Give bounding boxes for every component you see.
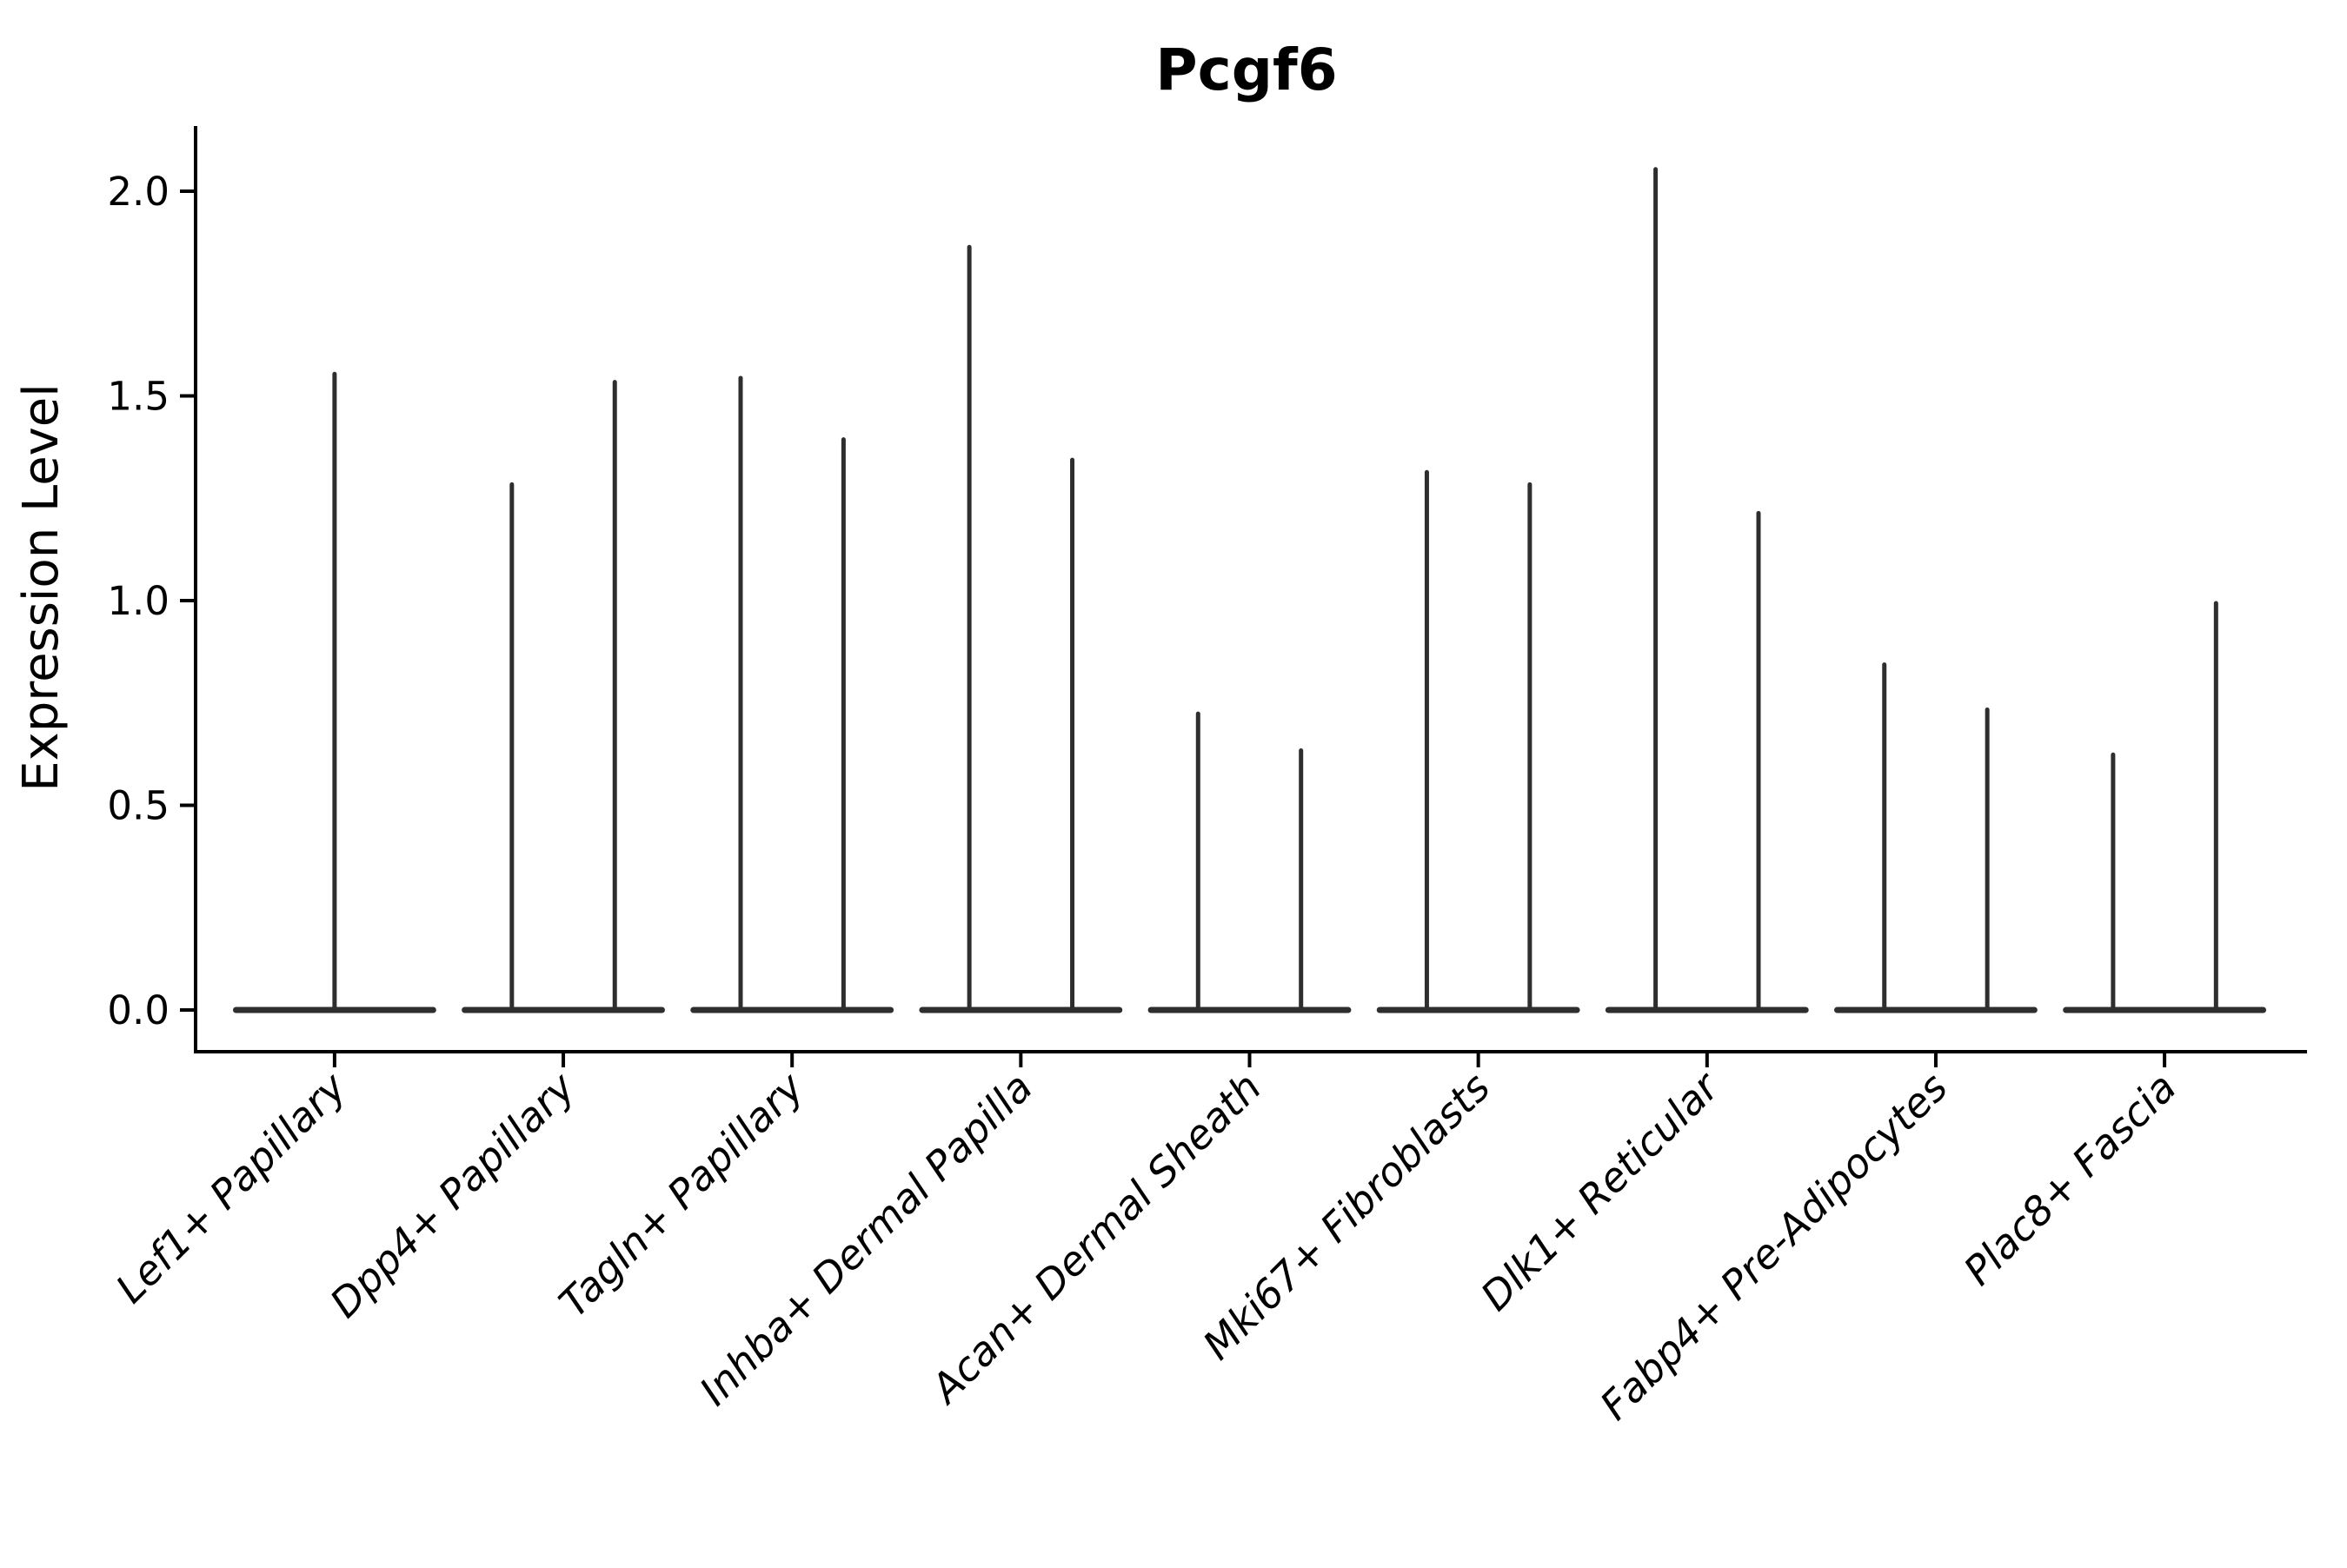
violin-group-0 (232, 371, 436, 1013)
x-tick-label-2: Tagln+ Papillary (550, 1063, 814, 1326)
violin-group-1 (462, 380, 665, 1013)
y-tick-mark-3 (180, 803, 194, 807)
y-axis-label: Expression Level (13, 383, 70, 792)
violin-group-5 (1376, 469, 1580, 1013)
x-tick-label-0: Lef1+ Papillary (107, 1063, 356, 1312)
x-axis-spine (194, 1050, 2307, 1053)
y-tick-label-4: 0.0 (107, 987, 170, 1033)
x-tick-label-1: Dpp4+ Papillary (321, 1063, 584, 1326)
y-tick-label-2: 1.0 (107, 578, 170, 624)
x-tick-mark-2 (790, 1053, 795, 1067)
x-tick-mark-1 (562, 1053, 566, 1067)
x-tick-mark-0 (332, 1053, 336, 1067)
y-tick-label-1: 1.5 (107, 374, 170, 420)
y-tick-mark-1 (180, 394, 194, 398)
y-tick-mark-2 (180, 599, 194, 602)
violin-group-6 (1605, 167, 1809, 1013)
y-tick-label-0: 2.0 (107, 169, 170, 215)
x-tick-mark-8 (2163, 1053, 2167, 1067)
y-tick-mark-4 (180, 1008, 194, 1012)
x-tick-mark-7 (1933, 1053, 1938, 1067)
violin-group-7 (1834, 662, 2038, 1013)
violin-group-3 (919, 244, 1123, 1013)
y-tick-label-3: 0.5 (107, 783, 170, 829)
y-tick-mark-0 (180, 189, 194, 193)
violin-layer (232, 167, 2267, 1013)
x-tick-label-6: Dlk1+ Reticular (1472, 1061, 1730, 1319)
x-tick-mark-6 (1705, 1053, 1709, 1067)
violin-group-4 (1147, 711, 1352, 1013)
x-tick-mark-4 (1247, 1053, 1252, 1067)
violin-group-8 (2063, 601, 2267, 1013)
y-axis-spine (194, 126, 197, 1053)
violin-group-2 (690, 375, 894, 1013)
chart-title: Pcgf6 (1155, 37, 1337, 103)
x-tick-mark-5 (1476, 1053, 1480, 1067)
x-tick-label-8: Plac8+ Fascia (1955, 1064, 2185, 1294)
x-tick-mark-3 (1019, 1053, 1023, 1067)
